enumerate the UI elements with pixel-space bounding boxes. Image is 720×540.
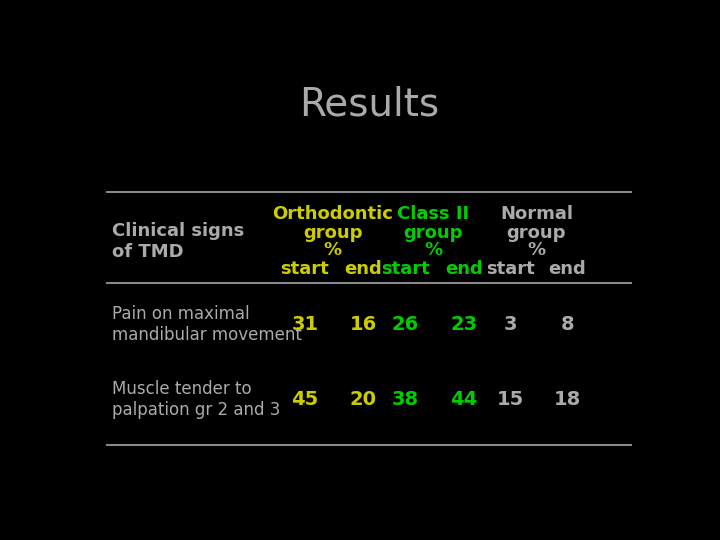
Text: 31: 31 <box>292 315 318 334</box>
Text: start: start <box>381 260 430 278</box>
Text: 18: 18 <box>554 390 581 409</box>
Text: 8: 8 <box>560 315 574 334</box>
Text: Clinical signs
of TMD: Clinical signs of TMD <box>112 222 245 261</box>
Text: %: % <box>324 241 342 259</box>
Text: 44: 44 <box>450 390 477 409</box>
Text: 23: 23 <box>450 315 477 334</box>
Text: end: end <box>345 260 382 278</box>
Text: 3: 3 <box>503 315 517 334</box>
Text: %: % <box>424 241 442 259</box>
Text: Results: Results <box>299 85 439 124</box>
Text: start: start <box>486 260 534 278</box>
Text: group: group <box>507 224 566 242</box>
Text: 45: 45 <box>291 390 318 409</box>
Text: end: end <box>445 260 482 278</box>
Text: start: start <box>281 260 329 278</box>
Text: Muscle tender to
palpation gr 2 and 3: Muscle tender to palpation gr 2 and 3 <box>112 380 281 419</box>
Text: %: % <box>527 241 546 259</box>
Text: Normal: Normal <box>500 206 573 224</box>
Text: group: group <box>403 224 463 242</box>
Text: 16: 16 <box>350 315 377 334</box>
Text: group: group <box>303 224 362 242</box>
Text: 20: 20 <box>350 390 377 409</box>
Text: end: end <box>548 260 586 278</box>
Text: 38: 38 <box>392 390 419 409</box>
Text: 26: 26 <box>392 315 419 334</box>
Text: Pain on maximal
mandibular movement: Pain on maximal mandibular movement <box>112 305 302 344</box>
Text: Class II: Class II <box>397 206 469 224</box>
Text: Orthodontic: Orthodontic <box>272 206 393 224</box>
Text: 15: 15 <box>497 390 523 409</box>
